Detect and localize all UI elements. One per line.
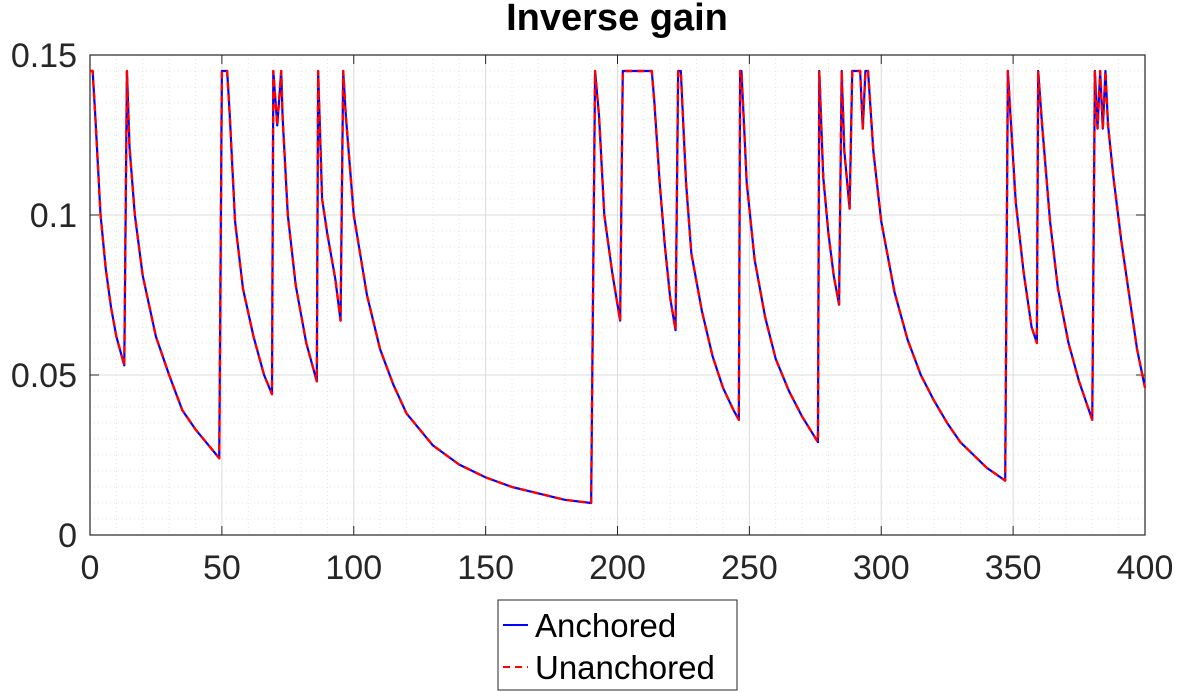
x-tick-label: 250 — [721, 549, 778, 587]
legend: Anchored Unanchored — [497, 599, 738, 691]
y-tick-label: 0.05 — [11, 357, 77, 395]
x-tick-label: 100 — [325, 549, 382, 587]
legend-label-unanchored: Unanchored — [535, 649, 715, 686]
x-tick-label: 150 — [457, 549, 514, 587]
legend-box — [497, 599, 738, 691]
x-tick-label: 400 — [1117, 549, 1174, 587]
chart-title: Inverse gain — [506, 0, 728, 39]
x-tick-label: 300 — [853, 549, 910, 587]
x-tick-label: 50 — [203, 549, 241, 587]
series-line-unanchored — [90, 69, 1147, 505]
y-tick-label: 0.1 — [30, 197, 77, 235]
series-lines — [90, 69, 1147, 505]
y-tick-label: 0.15 — [11, 37, 77, 75]
x-tick-label: 200 — [589, 549, 646, 587]
grid — [89, 54, 1146, 536]
y-tick-label: 0 — [58, 517, 77, 555]
legend-label-anchored: Anchored — [535, 607, 676, 644]
axis-ticks: 0 50 100 150 200 250 300 350 400 0 0.05 0.1 0.15 — [11, 37, 1174, 587]
x-tick-label: 350 — [985, 549, 1042, 587]
x-tick-label: 0 — [81, 549, 100, 587]
